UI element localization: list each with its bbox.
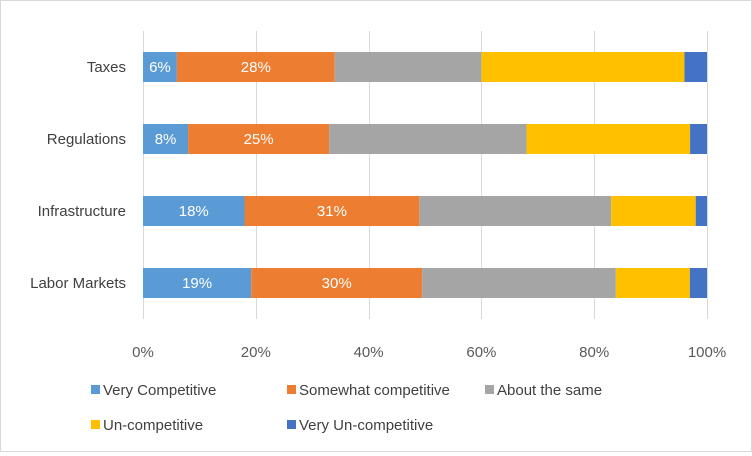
bar-segment bbox=[143, 196, 245, 226]
legend-swatch bbox=[287, 420, 296, 429]
legend-label: About the same bbox=[497, 382, 602, 399]
data-label: 19% bbox=[182, 275, 212, 292]
data-label: 31% bbox=[317, 203, 347, 220]
bar-segment bbox=[334, 52, 482, 82]
tick-label: 60% bbox=[466, 344, 496, 361]
bar-segment bbox=[690, 124, 707, 154]
category-label: Taxes bbox=[87, 59, 126, 76]
legend-swatch bbox=[91, 420, 100, 429]
bar-segment bbox=[615, 268, 690, 298]
legend-label: Somewhat competitive bbox=[299, 382, 450, 399]
bar-segment bbox=[419, 196, 612, 226]
bar-segment bbox=[329, 124, 527, 154]
legend-label: Un-competitive bbox=[103, 417, 203, 434]
bars: 6% 28% 8% 25% 18% 31% 19% 30% bbox=[143, 52, 707, 298]
bar-segment bbox=[526, 124, 691, 154]
bar-segment bbox=[481, 52, 685, 82]
legend-label: Very Competitive bbox=[103, 382, 216, 399]
bar-segment bbox=[251, 268, 423, 298]
value-axis-tick-labels: 0% 20% 40% 60% 80% 100% bbox=[132, 344, 726, 361]
data-label: 28% bbox=[241, 59, 271, 76]
tick-label: 0% bbox=[132, 344, 154, 361]
category-label: Infrastructure bbox=[38, 203, 126, 220]
tick-label: 40% bbox=[354, 344, 384, 361]
data-label: 6% bbox=[149, 59, 171, 76]
category-axis-labels: Taxes Regulations Infrastructure Labor Mark… bbox=[30, 59, 126, 292]
bar-segment bbox=[176, 52, 335, 82]
bar-segment bbox=[684, 52, 707, 82]
bar-segment bbox=[689, 268, 707, 298]
bar-segment bbox=[244, 196, 420, 226]
data-label: 25% bbox=[244, 131, 274, 148]
tick-label: 100% bbox=[688, 344, 726, 361]
bar-segment bbox=[422, 268, 616, 298]
data-label: 8% bbox=[155, 131, 177, 148]
legend-swatch bbox=[287, 385, 296, 394]
legend: Very Competitive Somewhat competitive Abou… bbox=[91, 382, 602, 434]
bar-segment bbox=[695, 196, 707, 226]
category-label: Labor Markets bbox=[30, 275, 126, 292]
legend-label: Very Un-competitive bbox=[299, 417, 433, 434]
data-label: 30% bbox=[322, 275, 352, 292]
tick-label: 80% bbox=[579, 344, 609, 361]
bar-segment bbox=[143, 268, 252, 298]
legend-swatch bbox=[91, 385, 100, 394]
legend-swatch bbox=[485, 385, 494, 394]
category-label: Regulations bbox=[47, 131, 126, 148]
bar-segment bbox=[143, 124, 189, 154]
bar-segment bbox=[188, 124, 330, 154]
tick-label: 20% bbox=[241, 344, 271, 361]
bar-segment bbox=[611, 196, 696, 226]
data-label: 18% bbox=[179, 203, 209, 220]
bar-segment bbox=[143, 52, 177, 82]
